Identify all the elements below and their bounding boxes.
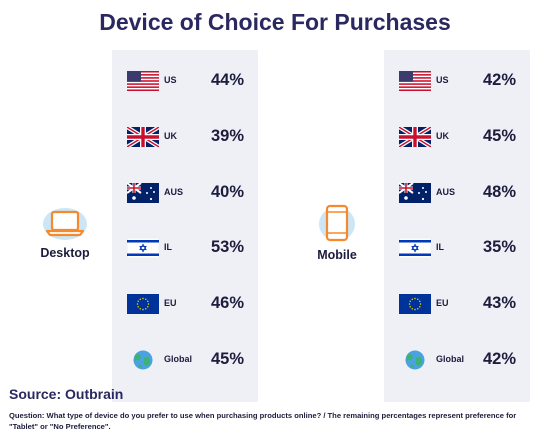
globe-icon: [127, 350, 159, 370]
us-flag-icon: [399, 71, 431, 91]
desktop-panel: Desktop US 44% UK 39% AUS 40% IL 53% EU …: [18, 50, 258, 402]
percentage-value: 46%: [210, 294, 244, 312]
table-row: EU 43%: [384, 290, 530, 320]
israel-flag-icon: [398, 237, 432, 259]
country-label: UK: [164, 131, 177, 141]
country-label: AUS: [436, 187, 456, 197]
table-row: US 42%: [384, 67, 530, 97]
desktop-device-card: Desktop: [18, 50, 112, 402]
country-label: IL: [436, 242, 444, 252]
uk-flag-icon: [125, 125, 161, 149]
desktop-rows: US 44% UK 39% AUS 40% IL 53% EU 46% Glob…: [112, 50, 258, 402]
percentage-value: 40%: [210, 183, 244, 201]
footnote: Question: What type of device do you pre…: [9, 411, 517, 431]
mobile-panel: Mobile US 42% UK 45% AUS 48% IL 35% EU 4…: [290, 50, 530, 402]
country-label: AUS: [164, 187, 184, 197]
table-row: UK 45%: [384, 123, 530, 153]
mobile-rows: US 42% UK 45% AUS 48% IL 35% EU 43% Glob…: [384, 50, 530, 402]
australia-flag-icon: [126, 182, 159, 203]
percentage-value: 42%: [482, 350, 516, 368]
laptop-icon: [43, 208, 87, 240]
mobile-label: Mobile: [317, 248, 357, 262]
source-label: Source: Outbrain: [9, 386, 124, 402]
table-row: EU 46%: [112, 290, 258, 320]
table-row: AUS 40%: [112, 179, 258, 209]
percentage-value: 35%: [482, 238, 516, 256]
table-row: AUS 48%: [384, 179, 530, 209]
eu-flag-icon: [399, 294, 431, 314]
table-row: IL 35%: [384, 234, 530, 264]
percentage-value: 45%: [482, 127, 516, 145]
australia-flag-icon: [398, 182, 431, 203]
percentage-value: 45%: [210, 350, 244, 368]
table-row: UK 39%: [112, 123, 258, 153]
percentage-value: 39%: [210, 127, 244, 145]
percentage-value: 42%: [482, 71, 516, 89]
table-row: IL 53%: [112, 234, 258, 264]
country-label: IL: [164, 242, 172, 252]
table-row: US 44%: [112, 67, 258, 97]
country-label: US: [436, 75, 449, 85]
country-label: UK: [436, 131, 449, 141]
percentage-value: 44%: [210, 71, 244, 89]
us-flag-icon: [127, 71, 159, 91]
smartphone-icon: [319, 204, 355, 242]
chart-title: Device of Choice For Purchases: [99, 9, 451, 35]
mobile-device-card: Mobile: [290, 50, 384, 402]
table-row: Global 42%: [384, 346, 530, 376]
percentage-value: 53%: [210, 238, 244, 256]
israel-flag-icon: [126, 237, 160, 259]
country-label: EU: [164, 298, 177, 308]
percentage-value: 48%: [482, 183, 516, 201]
eu-flag-icon: [127, 294, 159, 314]
percentage-value: 43%: [482, 294, 516, 312]
globe-icon: [399, 350, 431, 370]
country-label: Global: [164, 354, 193, 364]
country-label: EU: [436, 298, 449, 308]
table-row: Global 45%: [112, 346, 258, 376]
desktop-label: Desktop: [40, 246, 90, 260]
uk-flag-icon: [397, 125, 433, 149]
country-label: Global: [436, 354, 465, 364]
country-label: US: [164, 75, 177, 85]
